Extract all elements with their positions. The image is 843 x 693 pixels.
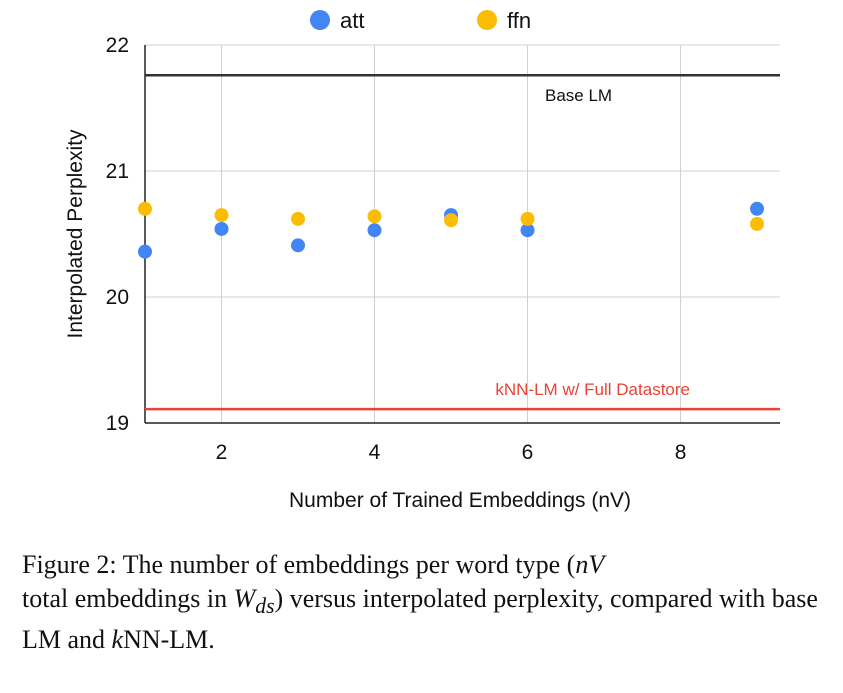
data-point-ffn <box>291 211 306 226</box>
data-point-ffn <box>138 201 152 216</box>
data-point-att <box>520 223 535 238</box>
reference-line-label: Base LM <box>545 86 612 105</box>
y-tick-label: 22 <box>106 34 129 57</box>
x-tick-label: 8 <box>675 441 687 464</box>
data-point-att <box>750 201 765 216</box>
legend: att ffn <box>310 8 531 33</box>
figure-caption: Figure 2: The number of embeddings per w… <box>22 550 818 655</box>
legend-label-ffn: ffn <box>507 8 531 33</box>
data-point-ffn <box>214 208 229 223</box>
data-point-att <box>367 223 382 238</box>
reference-lines: Base LM kNN-LM w/ Full Datastore <box>145 73 780 411</box>
y-axis-label: Interpolated Perplexity <box>64 129 87 338</box>
y-tick-label: 21 <box>106 160 129 183</box>
x-tick-label: 6 <box>522 441 534 464</box>
x-tick-label: 4 <box>369 441 381 464</box>
gridlines <box>145 44 780 423</box>
axes <box>144 45 780 424</box>
data-points <box>138 201 765 259</box>
data-point-ffn <box>367 209 382 224</box>
y-tick-label: 20 <box>106 286 129 309</box>
reference-line-label: kNN-LM w/ Full Datastore <box>495 380 690 399</box>
x-tick-label: 2 <box>216 441 228 464</box>
data-point-ffn <box>750 216 765 231</box>
y-tick-label: 19 <box>106 412 129 435</box>
legend-label-att: att <box>340 8 364 33</box>
x-axis-label: Number of Trained Embeddings (nV) <box>289 489 631 512</box>
data-point-ffn <box>520 211 535 226</box>
legend-marker-att <box>310 10 330 30</box>
data-point-att <box>291 238 306 253</box>
data-point-att <box>138 244 152 259</box>
legend-marker-ffn <box>477 10 497 30</box>
data-point-ffn <box>444 213 459 228</box>
data-point-att <box>214 221 229 236</box>
